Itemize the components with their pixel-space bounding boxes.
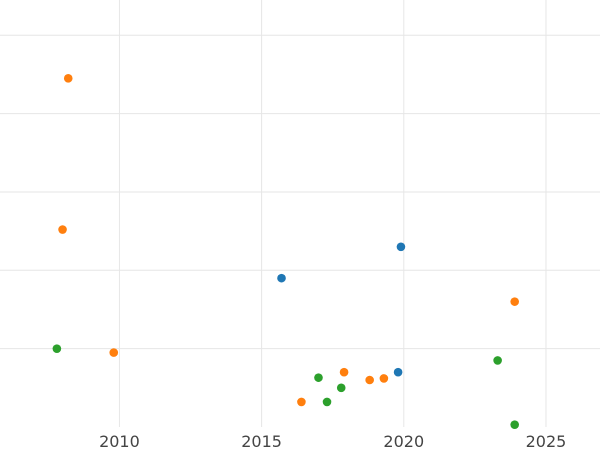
- data-point-series-3: [336, 383, 346, 393]
- data-point-series-2: [58, 225, 67, 234]
- data-point-series-2: [339, 367, 349, 377]
- grid-lines: [0, 0, 600, 427]
- data-point-series-3: [493, 356, 502, 365]
- x-tick-label: 2010: [99, 432, 140, 450]
- data-points: [52, 74, 519, 429]
- data-point-series-1: [396, 242, 406, 252]
- x-tick-labels: 2010 2015 2020 2025: [99, 432, 566, 450]
- data-point-series-2: [510, 297, 519, 306]
- x-tick-label: 2025: [526, 432, 567, 450]
- data-point-series-2: [63, 74, 73, 83]
- data-point-series-1: [277, 273, 286, 283]
- x-tick-label: 2015: [241, 432, 282, 450]
- data-point-series-2: [379, 374, 389, 383]
- x-tick-label: 2020: [383, 432, 424, 450]
- data-point-series-1: [393, 367, 403, 377]
- data-point-series-2: [297, 397, 306, 407]
- data-point-series-3: [314, 373, 323, 382]
- data-point-series-3: [52, 344, 62, 353]
- data-point-series-2: [109, 348, 119, 357]
- data-point-series-3: [510, 420, 519, 429]
- data-point-series-3: [322, 397, 332, 407]
- data-point-series-2: [365, 375, 374, 385]
